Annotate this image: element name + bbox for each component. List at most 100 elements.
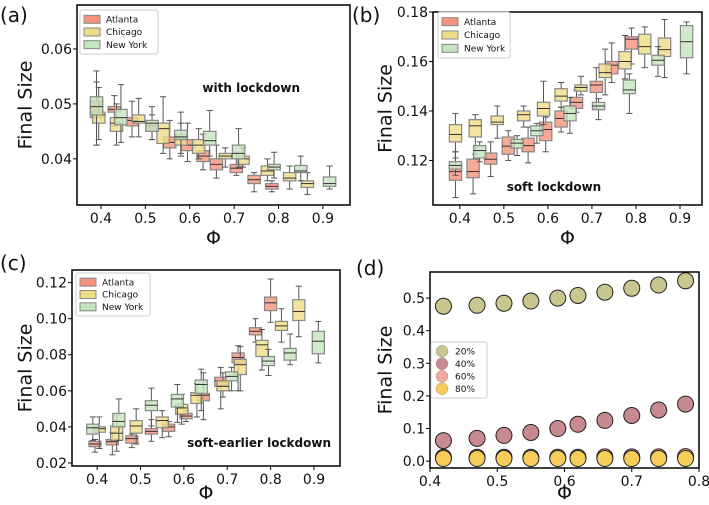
legend-swatch xyxy=(83,40,101,50)
y-tick-label: 0.08 xyxy=(36,348,67,364)
box-body xyxy=(638,33,652,55)
legend-label: Atlanta xyxy=(102,278,134,288)
scatter-point-20pct xyxy=(569,286,587,304)
box-body xyxy=(255,339,269,358)
plot-area xyxy=(86,278,325,456)
legend-swatch xyxy=(83,14,101,24)
scatter-point-40pct xyxy=(623,406,641,424)
box-body xyxy=(292,299,306,322)
panel-b: (b) 0.4 0.5 0.6 0.7 0.8 0.9 0.12 0.14 0.16 0.18 Φ Fi… xyxy=(352,3,703,249)
legend-swatch xyxy=(79,277,97,287)
box-body xyxy=(202,130,217,146)
y-tick-label: 0.04 xyxy=(41,152,72,168)
panel-annotation: soft-earlier lockdown xyxy=(187,436,331,450)
legend-label: 60% xyxy=(455,372,475,382)
x-tick-label: 0.7 xyxy=(581,211,603,227)
x-tick-label: 0.6 xyxy=(537,211,559,227)
box-body xyxy=(468,119,483,138)
box-chicago xyxy=(638,26,652,69)
box-body xyxy=(311,330,325,355)
x-tick-label: 0.8 xyxy=(625,211,647,227)
x-tick-label: 0.9 xyxy=(303,472,325,488)
box-body xyxy=(89,96,104,116)
y-tick-label: 0.04 xyxy=(36,420,67,436)
box-body xyxy=(472,145,487,159)
box-chicago xyxy=(292,285,306,338)
legend-label: 80% xyxy=(455,385,475,395)
y-tick-label: 0.05 xyxy=(41,97,72,113)
y-tick-label: 0.16 xyxy=(397,54,428,70)
legend-marker xyxy=(435,357,449,370)
x-tick-label: 0.5 xyxy=(486,474,508,490)
box-atlanta xyxy=(247,172,261,193)
box-chicago xyxy=(274,308,289,343)
box-body xyxy=(657,37,672,58)
box-new-york xyxy=(622,73,637,114)
scatter-point-20pct xyxy=(677,272,695,290)
panel-a: (a) 0.4 0.5 0.6 0.7 0.8 0.9 0.04 0.05 0.06 Φ Final … xyxy=(0,3,351,249)
box-chicago xyxy=(129,408,143,445)
scatter-point-80pct xyxy=(549,450,567,468)
x-tick-label: 0.4 xyxy=(419,474,441,490)
box-new-york xyxy=(114,84,128,143)
box-body xyxy=(516,110,531,122)
box-body xyxy=(622,79,637,95)
y-tick-label: 0.3 xyxy=(403,356,425,372)
box-new-york xyxy=(293,155,308,182)
x-tick-label: 0.4 xyxy=(449,211,471,227)
box-body xyxy=(589,80,604,94)
panel-label: (d) xyxy=(356,256,384,280)
y-tick-label: 0.0 xyxy=(403,454,425,470)
scatter-point-80pct xyxy=(522,450,540,468)
box-body xyxy=(191,139,206,154)
box-body xyxy=(129,419,143,434)
axes-frame xyxy=(76,4,351,206)
box-body xyxy=(114,108,128,126)
panel-c: (c) 0.4 0.5 0.6 0.7 0.8 0.9 0.02 0.04 0.06 0.08 0.1… xyxy=(0,251,341,504)
box-body xyxy=(618,50,632,70)
scatter-point-80pct xyxy=(596,450,614,468)
x-tick-label: 0.8 xyxy=(259,472,281,488)
panel-label: (b) xyxy=(352,3,380,27)
scatter-point-20pct xyxy=(434,297,452,315)
box-atlanta xyxy=(521,126,535,164)
legend-swatch xyxy=(441,43,459,53)
box-chicago xyxy=(516,105,531,128)
plot-area xyxy=(89,70,337,196)
box-body xyxy=(86,423,100,435)
box-atlanta xyxy=(144,419,159,442)
y-axis-label: Final Size xyxy=(15,324,37,413)
box-chicago xyxy=(218,147,233,168)
box-body xyxy=(112,412,126,428)
y-tick-label: 0.1 xyxy=(403,422,425,438)
box-new-york xyxy=(174,111,188,157)
scatter-point-40pct xyxy=(677,395,695,413)
box-new-york xyxy=(194,368,208,412)
box-chicago xyxy=(598,48,612,96)
legend-label: 20% xyxy=(455,347,475,357)
box-body xyxy=(131,114,146,124)
panel-annotation: with lockdown xyxy=(202,81,300,95)
box-body xyxy=(263,296,278,312)
x-tick-label: 0.8 xyxy=(267,211,289,227)
scatter-point-40pct xyxy=(650,401,668,419)
box-new-york xyxy=(112,398,126,441)
box-atlanta xyxy=(265,180,279,193)
scatter-point-20pct xyxy=(549,289,567,307)
x-tick-label: 0.6 xyxy=(179,211,201,227)
panel-label: (a) xyxy=(0,3,28,27)
box-chicago xyxy=(282,165,297,190)
scatter-point-20pct xyxy=(495,294,513,312)
x-tick-label: 0.5 xyxy=(129,472,151,488)
y-axis-label: Final Size xyxy=(375,64,397,153)
scatter-point-40pct xyxy=(569,415,587,433)
box-body xyxy=(170,393,185,408)
box-new-york xyxy=(283,333,297,366)
x-axis-label: Φ xyxy=(199,482,214,501)
box-new-york xyxy=(89,70,104,146)
scatter-point-80pct xyxy=(677,450,695,468)
box-chicago xyxy=(191,128,206,160)
box-body xyxy=(174,129,188,141)
box-atlanta xyxy=(263,278,278,323)
